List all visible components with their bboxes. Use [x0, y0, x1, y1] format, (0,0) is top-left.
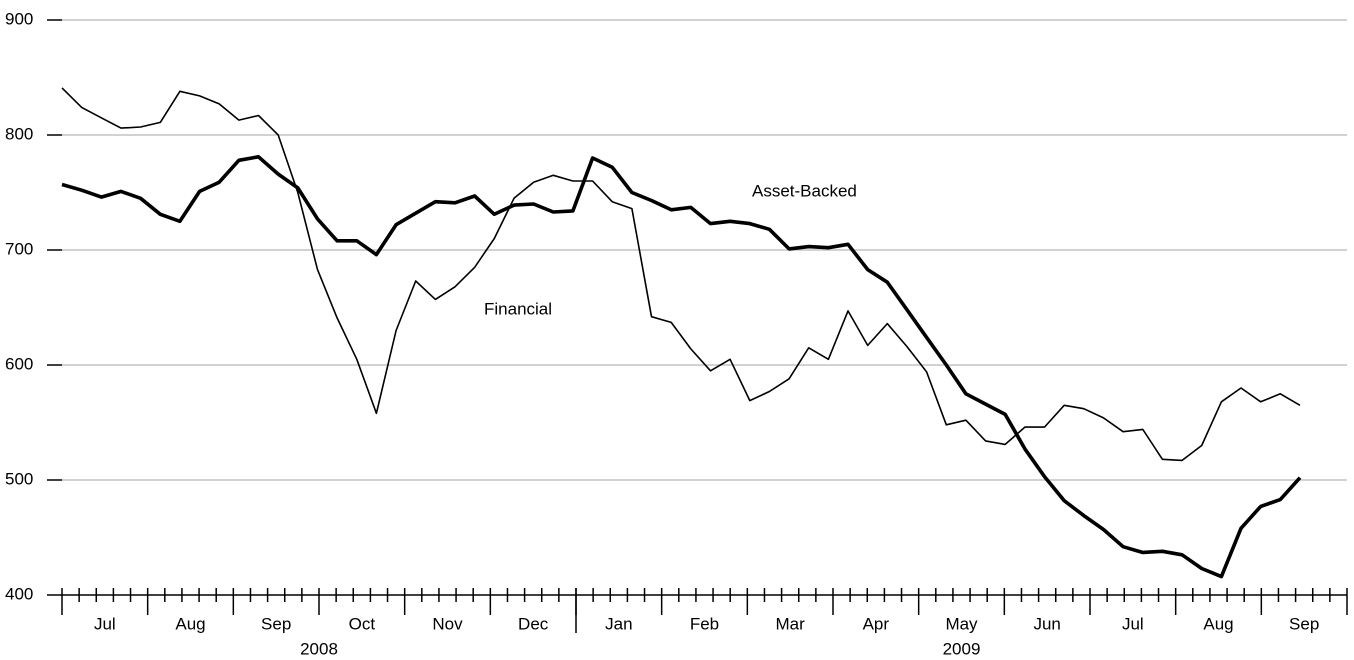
x-tick-label: Jul	[94, 614, 116, 633]
x-tick-label: Jul	[1122, 614, 1144, 633]
x-tick-label: Nov	[432, 614, 463, 633]
series-label: Financial	[484, 299, 552, 318]
x-tick-label: May	[945, 614, 978, 633]
y-tick-label: 500	[5, 469, 33, 488]
y-tick-label: 800	[5, 124, 33, 143]
year-label: 2008	[300, 639, 338, 658]
y-tick-label: 900	[5, 9, 33, 28]
x-tick-label: Oct	[349, 614, 376, 633]
x-tick-label: Dec	[518, 614, 549, 633]
series-label: Asset-Backed	[752, 181, 857, 200]
series-line	[61, 155, 1302, 579]
x-tick-label: Mar	[776, 614, 806, 633]
y-tick-label: 400	[5, 584, 33, 603]
x-tick-label: Feb	[690, 614, 719, 633]
x-tick-label: Sep	[1289, 614, 1319, 633]
x-tick-label: Sep	[261, 614, 291, 633]
x-tick-label: Aug	[1203, 614, 1233, 633]
x-tick-label: Aug	[175, 614, 205, 633]
series-line	[61, 87, 1301, 462]
x-tick-label: Jan	[605, 614, 632, 633]
y-tick-label: 700	[5, 239, 33, 258]
x-tick-label: Jun	[1033, 614, 1060, 633]
y-tick-label: 600	[5, 354, 33, 373]
x-tick-label: Apr	[863, 614, 890, 633]
year-label: 2009	[943, 639, 981, 658]
